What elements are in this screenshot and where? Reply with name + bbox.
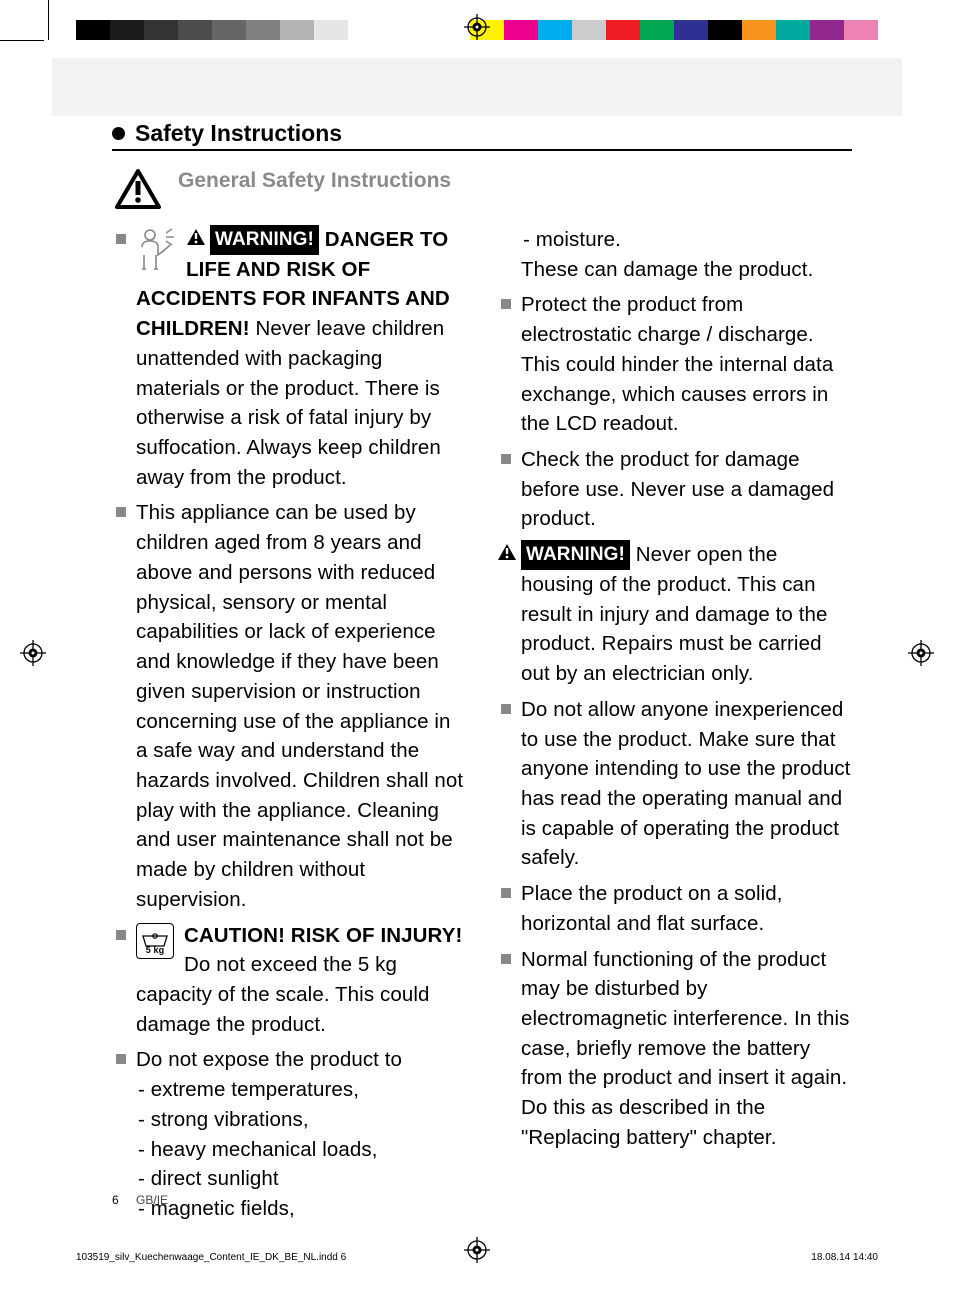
section-title: Safety Instructions (112, 120, 852, 151)
swatch (844, 20, 878, 40)
registration-mark-icon (464, 14, 490, 40)
list-item-text: WARNING! DANGER TO LIFE AND RISK OF ACCI… (136, 225, 467, 492)
registration-mark-icon (20, 640, 46, 666)
item3-body: Do not exceed the 5 kg capacity of the s… (136, 953, 430, 1035)
printer-colorbar-grayscale (76, 20, 382, 40)
list-item-text: Place the product on a solid, horizontal… (521, 879, 852, 938)
warning-badge-label: WARNING! (210, 225, 319, 255)
text-columns: WARNING! DANGER TO LIFE AND RISK OF ACCI… (112, 225, 852, 1225)
swatch (742, 20, 776, 40)
square-bullet-icon (501, 704, 511, 714)
item4-outro: These can damage the product. (521, 258, 813, 281)
square-bullet-icon (116, 930, 126, 940)
weight-limit-icon: 5 kg (136, 923, 174, 960)
list-item: 5 kg CAUTION! RISK OF INJURY! Do not exc… (112, 921, 467, 1040)
sub-list-item: - direct sunlight (138, 1164, 428, 1194)
square-bullet-icon (501, 888, 511, 898)
sub-list-item: - heavy mechanical loads, (138, 1135, 428, 1165)
swatch (674, 20, 708, 40)
crop-mark (48, 0, 49, 40)
warning-badge-label: WARNING! (521, 540, 630, 570)
child-hazard-icon (136, 227, 176, 280)
list-item: WARNING! Never open the housing of the p… (497, 540, 852, 689)
list-item: This appliance can be used by children a… (112, 498, 467, 914)
swatch (280, 20, 314, 40)
caution-heading: CAUTION! RISK OF INJURY! (184, 924, 462, 947)
list-item-text: Protect the product from electrostatic c… (521, 290, 852, 439)
warning-triangle-small-icon (186, 225, 206, 255)
swatch (538, 20, 572, 40)
swatch (348, 20, 382, 40)
list-item-text: WARNING! Never open the housing of the p… (521, 540, 852, 689)
swatch (776, 20, 810, 40)
swatch (110, 20, 144, 40)
slug-file: 103519_silv_Kuechenwaage_Content_IE_DK_B… (76, 1252, 346, 1263)
swatch (606, 20, 640, 40)
sub-list-item: - magnetic fields, (138, 1194, 428, 1224)
warning-badge: WARNING! (497, 540, 630, 570)
list-item: Do not allow anyone inexperienced to use… (497, 695, 852, 873)
list-item-text: Do not allow anyone inexperienced to use… (521, 695, 852, 873)
swatch (314, 20, 348, 40)
item4-intro: Do not expose the product to (136, 1048, 402, 1071)
square-bullet-icon (501, 954, 511, 964)
square-bullet-icon (116, 1054, 126, 1064)
square-bullet-icon (501, 454, 511, 464)
list-item: Protect the product from electrostatic c… (497, 290, 852, 439)
square-bullet-icon (501, 299, 511, 309)
list-item: Place the product on a solid, horizontal… (497, 879, 852, 938)
slug-date: 18.08.14 14:40 (811, 1252, 878, 1263)
header-band (52, 58, 902, 116)
swatch (504, 20, 538, 40)
swatch (212, 20, 246, 40)
item1-body: Never leave children unattended with pac… (136, 317, 444, 489)
slug-line: 103519_silv_Kuechenwaage_Content_IE_DK_B… (76, 1252, 878, 1263)
swatch (708, 20, 742, 40)
printer-colorbar-color (470, 20, 878, 40)
swatch (246, 20, 280, 40)
square-bullet-icon (116, 234, 126, 244)
list-item-text: Check the product for damage before use.… (521, 445, 852, 534)
crop-mark (0, 40, 44, 41)
list-item-text: This appliance can be used by children a… (136, 498, 467, 914)
bullet-dot-icon (112, 127, 125, 140)
subheading-text: General Safety Instructions (178, 169, 451, 193)
subheading-row: General Safety Instructions (112, 169, 852, 209)
warning-triangle-icon (112, 169, 164, 209)
page-footer: 6 GB/IE (112, 1193, 168, 1207)
sub-list-item: - extreme temperatures, (138, 1075, 428, 1105)
page-content: Safety Instructions General Safety Instr… (112, 120, 852, 1225)
sub-list-item: - strong vibrations, (138, 1105, 428, 1135)
list-item: Normal functioning of the product may be… (497, 945, 852, 1153)
swatch (178, 20, 212, 40)
region-code: GB/IE (136, 1193, 168, 1207)
warning-triangle-small-icon (497, 540, 517, 570)
registration-mark-icon (908, 640, 934, 666)
swatch (76, 20, 110, 40)
list-item-text: Normal functioning of the product may be… (521, 945, 852, 1153)
swatch (810, 20, 844, 40)
list-item: Check the product for damage before use.… (497, 445, 852, 534)
page-number: 6 (112, 1193, 119, 1207)
list-item: WARNING! DANGER TO LIFE AND RISK OF ACCI… (112, 225, 467, 492)
section-title-text: Safety Instructions (135, 120, 342, 147)
swatch (144, 20, 178, 40)
warning-badge: WARNING! (186, 225, 319, 255)
sub-list-item: - moisture. (523, 225, 813, 255)
list-item-text: 5 kg CAUTION! RISK OF INJURY! Do not exc… (136, 921, 467, 1040)
square-bullet-icon (116, 507, 126, 517)
swatch (640, 20, 674, 40)
swatch (572, 20, 606, 40)
